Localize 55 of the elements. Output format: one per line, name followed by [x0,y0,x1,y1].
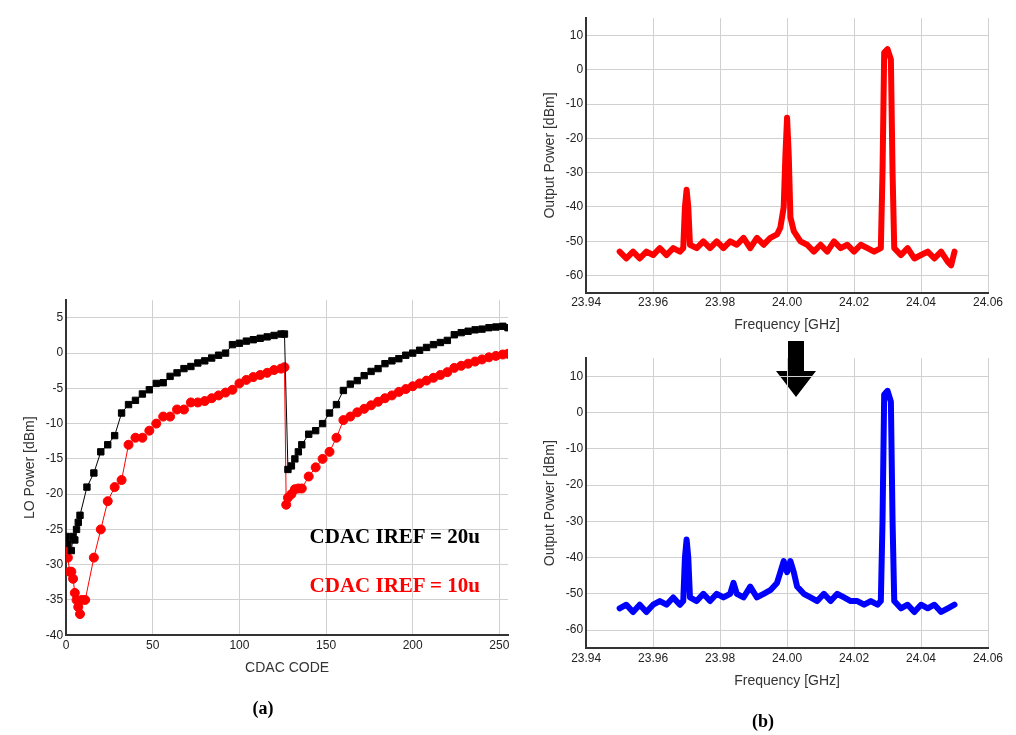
y-tick-label: -25 [45,521,64,536]
x-tick-label: 24.02 [839,650,870,665]
x-tick-label: 23.94 [571,650,602,665]
y-tick-label: -20 [565,130,584,145]
x-tick-label: 23.94 [571,295,602,310]
x-tick-label: 250 [489,637,510,652]
y-tick-label: -10 [565,441,584,456]
x-tick-label: 24.00 [772,650,803,665]
y-tick-label: -10 [45,415,64,430]
y-tick-label: -40 [565,199,584,214]
y-axis-title: Output Power [dBm] [541,440,558,567]
y-tick-label: -40 [45,627,64,642]
y-tick-label: -5 [52,380,64,395]
y-axis-title: LO Power [dBm] [21,416,38,520]
y-tick-label: -50 [565,586,584,601]
y-tick-label: -35 [45,592,64,607]
x-tick-label: 24.06 [972,295,1004,310]
y-tick-label: -30 [565,513,584,528]
x-axis-title: Frequency [GHz] [734,316,840,333]
y-tick-label: -60 [565,622,584,637]
text: (a) [252,697,274,719]
y-tick-label: 0 [576,62,584,76]
y-tick-label: 0 [56,345,64,360]
x-tick-label: 50 [146,637,160,652]
x-tick-label: 24.06 [972,650,1004,665]
x-axis-title: CDAC CODE [245,658,330,675]
text: (b) [752,710,774,732]
y-tick-label: 5 [56,310,64,325]
x-tick-label: 24.02 [839,295,870,310]
y-tick-label: 10 [569,27,584,42]
x-tick-label: 24.04 [906,295,937,310]
y-tick-label: -30 [565,164,584,179]
x-tick-label: 200 [402,637,424,652]
y-tick-label: -60 [565,267,584,282]
x-axis-title: Frequency [GHz] [734,671,840,688]
y-tick-label: 0 [576,404,584,419]
y-tick-label: -10 [565,96,584,111]
x-tick-label: 24.00 [772,295,803,310]
y-axis-title: Output Power [dBm] [541,92,558,219]
x-tick-label: 24.04 [906,650,937,665]
x-tick-label: 150 [316,637,337,652]
y-tick-label: -15 [45,451,64,466]
x-tick-label: 23.98 [705,650,736,665]
y-tick-label: -30 [45,556,64,571]
y-tick-label: -40 [565,549,584,564]
x-tick-label: 23.98 [705,295,736,310]
x-tick-label: 23.96 [638,650,669,665]
x-tick-label: 100 [229,637,250,652]
y-tick-label: -50 [565,233,584,248]
text: CDAC IREF = 20u [309,524,481,549]
text: CDAC IREF = 10u [309,573,481,598]
y-tick-label: 10 [569,368,584,383]
x-tick-label: 23.96 [638,295,669,310]
y-tick-label: -20 [45,486,64,501]
y-tick-label: -20 [565,477,584,492]
